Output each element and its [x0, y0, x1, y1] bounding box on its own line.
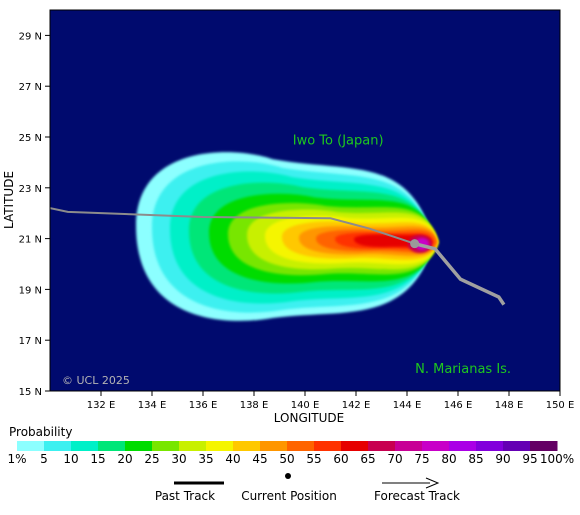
legend-tick-label: 85 [468, 452, 483, 466]
legend-color-swatch [422, 441, 450, 451]
legend-tick-label: 75 [414, 452, 429, 466]
legend-color-bar [17, 441, 558, 451]
lat-tick-label: 21 N [19, 235, 42, 246]
legend-tick-label: 55 [306, 452, 321, 466]
legend-tick-label: 25 [144, 452, 159, 466]
lat-tick-label: 17 N [19, 336, 42, 347]
legend-color-swatch [503, 441, 531, 451]
legend-color-swatch [341, 441, 369, 451]
x-axis-label: LONGITUDE [274, 411, 344, 425]
latitude-ticks: 29 N 27 N 25 N 23 N 21 N 19 N 17 N 15 N [19, 31, 50, 398]
lon-tick-label: 144 E [393, 400, 422, 411]
lat-tick-label: 25 N [19, 133, 42, 144]
legend-tick-label: 45 [252, 452, 267, 466]
lat-tick-label: 29 N [19, 31, 42, 42]
legend-tick-label: 40 [225, 452, 240, 466]
map-label-iwo-to: Iwo To (Japan) [293, 134, 384, 149]
copyright-label: © UCL 2025 [62, 374, 130, 387]
lat-tick-label: 27 N [19, 82, 42, 93]
legend-color-swatch [530, 441, 558, 451]
lon-tick-label: 146 E [444, 400, 473, 411]
legend-color-swatch [152, 441, 180, 451]
legend-color-swatch [44, 441, 72, 451]
legend-color-swatch [125, 441, 153, 451]
forecast-track-key-arrowhead [425, 477, 440, 489]
storm-tracks [50, 207, 506, 306]
lon-tick-label: 140 E [291, 400, 320, 411]
legend-tick-label: 5 [40, 452, 48, 466]
legend-tick-label: 90 [495, 452, 510, 466]
lon-tick-label: 134 E [138, 400, 167, 411]
legend-tick-label: 80 [441, 452, 456, 466]
current-position-marker [410, 239, 420, 249]
legend-tick-label: 50 [279, 452, 294, 466]
legend-color-swatch [449, 441, 477, 451]
current-position-key-label: Current Position [241, 489, 337, 503]
map-label-n-marianas: N. Marianas Is. [415, 362, 511, 377]
forecast-track-key-label: Forecast Track [374, 489, 460, 503]
current-position-key-dot [285, 473, 291, 479]
legend-color-swatch [98, 441, 126, 451]
lon-tick-label: 148 E [495, 400, 524, 411]
legend-color-swatch [395, 441, 423, 451]
legend-color-swatch [179, 441, 207, 451]
legend-tick-label: 65 [360, 452, 375, 466]
legend-tick-label: 100% [540, 452, 574, 466]
probability-contours [136, 152, 439, 321]
lon-tick-label: 142 E [342, 400, 371, 411]
lat-tick-label: 19 N [19, 285, 42, 296]
legend-color-swatch [476, 441, 504, 451]
legend-tick-label: 30 [171, 452, 186, 466]
lon-tick-label: 136 E [189, 400, 218, 411]
legend-tick-label: 1% [7, 452, 26, 466]
legend-color-swatch [233, 441, 261, 451]
lon-tick-label: 132 E [87, 400, 116, 411]
longitude-ticks: 132 E 134 E 136 E 138 E 140 E 142 E 144 E 146 E… [87, 391, 575, 411]
legend-color-swatch [71, 441, 99, 451]
legend-color-swatch [314, 441, 342, 451]
legend-color-swatch [368, 441, 396, 451]
forecast-track-line [414, 242, 506, 306]
legend-tick-label: 15 [90, 452, 105, 466]
legend-color-swatch [260, 441, 288, 451]
legend-color-swatch [17, 441, 45, 451]
legend-tick-label: 60 [333, 452, 348, 466]
y-axis-label: LATITUDE [2, 171, 16, 229]
legend-color-swatch [287, 441, 315, 451]
lat-tick-label: 23 N [19, 184, 42, 195]
lon-tick-label: 138 E [240, 400, 269, 411]
legend-tick-label: 35 [198, 452, 213, 466]
legend-tick-label: 95 [522, 452, 537, 466]
legend-tick-label: 70 [387, 452, 402, 466]
legend-title: Probability [9, 425, 72, 439]
legend-tick-label: 10 [63, 452, 78, 466]
past-track-key-label: Past Track [155, 489, 215, 503]
legend-tick-label: 20 [117, 452, 132, 466]
lat-tick-label: 15 N [19, 387, 42, 398]
legend-color-swatch [206, 441, 234, 451]
legend-tick-labels: 1% 5 10 15 20 25 30 35 40 45 50 55 60 65 70 75 80 85 90 95 1… [7, 452, 574, 466]
lon-tick-label: 150 E [546, 400, 575, 411]
past-track-line [50, 207, 416, 245]
